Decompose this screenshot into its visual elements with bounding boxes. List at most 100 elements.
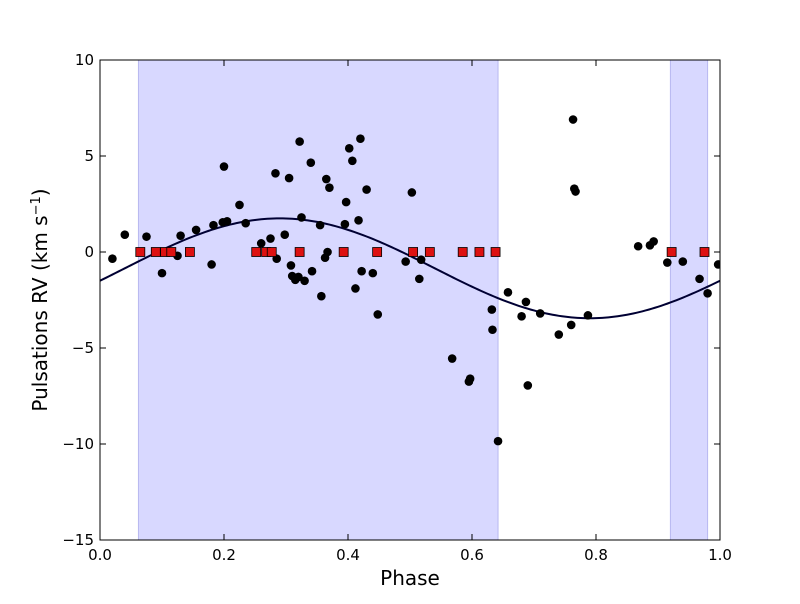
rv-data-point [315,220,325,230]
rv-data-point [241,218,250,228]
rv-data-point [357,266,366,276]
observation-marker [251,247,262,257]
rv-data-point [219,162,229,171]
rv-data-point [348,156,357,166]
rv-data-point [286,261,296,270]
y-tick-label: −5 [72,339,94,357]
rv-data-point [176,231,185,240]
rv-data-point [341,197,351,207]
plot-area [100,115,720,446]
observation-marker [166,247,177,257]
rv-data-point [323,247,332,257]
observation-marker [424,247,435,257]
x-tick-label: 0.2 [212,546,236,564]
observation-marker [184,247,195,257]
observation-marker [490,247,501,257]
rv-data-point [344,144,354,153]
rv-data-point [695,274,704,284]
observation-marker [372,247,383,257]
rv-data-point [633,241,643,251]
rv-data-point [583,311,593,320]
y-tick-label: −10 [62,435,94,453]
x-tick-label: 1.0 [708,546,732,564]
rv-data-point [266,234,275,243]
rv-data-point [351,284,360,293]
rv-data-point [488,325,497,335]
rv-data-point [566,320,576,330]
rv-data-point [300,276,309,286]
rv-data-point [222,216,232,226]
rv-data-point [703,288,712,298]
shaded-regions [137,59,709,541]
y-axis-label-superscript: −1 [29,196,44,215]
observation-marker [666,247,677,257]
rv-data-point [307,266,317,276]
y-axis-label-main: Pulsations RV (km s [28,215,52,411]
rv-data-point [416,255,426,264]
y-tick-label: 5 [84,147,94,165]
x-tick-label: 0.6 [460,546,484,564]
rv-data-point [523,381,533,390]
observation-marker [474,247,485,257]
rv-data-point [554,330,564,339]
rv-data-point [295,137,304,146]
rv-data-point [678,257,688,266]
rv-data-point [191,225,201,235]
rv-data-point [157,268,167,278]
rv-data-point [209,220,218,230]
observation-marker [266,247,277,257]
rv-data-point [713,260,720,269]
axis-ticks: 0.0 0.2 0.4 0.6 0.8 1.0 10 5 0 −5 −10 −15 [62,51,732,564]
rv-data-point [571,187,580,196]
rv-data-point [517,312,526,321]
observation-marker [457,247,468,257]
rv-data-point [297,213,306,222]
rv-data-point [487,305,497,314]
rv-data-point [322,174,331,184]
rv-data-point [235,200,244,210]
shaded-region [137,59,499,541]
x-tick-label: 0.4 [336,546,360,564]
rv-data-point [340,219,350,229]
x-tick-label: 0.8 [584,546,608,564]
rv-data-point [271,168,280,178]
rv-data-point [108,254,117,264]
rv-data-point [568,115,578,124]
axes-frame [99,59,721,541]
observation-marker [135,247,146,257]
rv-data-point [325,183,334,192]
rv-data-point [354,216,363,225]
rv-data-point [256,239,266,248]
rv-data-point [306,158,316,168]
rv-data-point [663,258,672,267]
rv-data-point [368,268,378,278]
rv-data-point [280,230,290,240]
rv-data-point [649,237,658,246]
rv-data-point [142,232,151,241]
rv-data-point [401,257,410,266]
rv-data-point [465,374,475,384]
rv-data-point [317,291,326,301]
rv-data-point [362,185,371,194]
rv-data-point [294,272,303,282]
observation-marker [699,247,710,257]
y-axis-label: Pulsations RV (km s−1) [28,188,52,411]
rv-data-point [373,310,383,319]
y-axis-label-close: ) [28,188,52,196]
rv-data-point [120,230,130,240]
observation-marker [338,247,349,257]
observation-marker [294,247,305,257]
y-tick-label: 0 [84,243,94,261]
y-tick-label: −15 [62,531,94,549]
rv-data-point [356,134,365,144]
rv-data-point [503,288,513,297]
rv-data-point [535,309,545,318]
y-tick-label: 10 [75,51,94,69]
rv-data-point [447,354,457,363]
rv-data-point [207,260,216,269]
x-tick-label: 0.0 [88,546,112,564]
rv-data-point [284,173,294,183]
series-group [100,115,720,446]
